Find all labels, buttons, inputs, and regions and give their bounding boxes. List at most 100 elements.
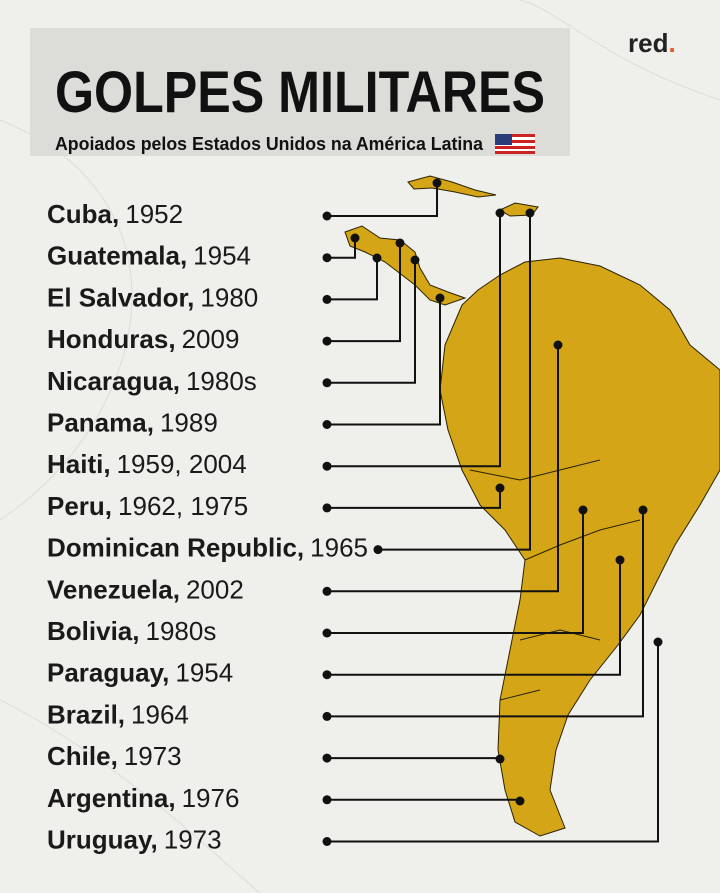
- label-dot: [322, 670, 332, 680]
- connector: [327, 213, 501, 468]
- map: [344, 175, 720, 837]
- cuba-shape: [407, 175, 497, 198]
- item-label: Brazil, 1964: [47, 699, 189, 729]
- item-label: Honduras, 2009: [47, 324, 239, 354]
- years: 1965: [310, 532, 368, 562]
- label-dot: [322, 461, 332, 471]
- connector: [327, 757, 501, 760]
- item-label: El Salvador, 1980: [47, 282, 258, 312]
- map-dot: [553, 340, 563, 350]
- item-label: Venezuela, 2002: [47, 574, 244, 604]
- connector: [327, 345, 559, 593]
- country: Chile,: [47, 741, 118, 771]
- map-dot: [615, 555, 625, 565]
- years: 1954: [175, 658, 233, 688]
- years: 1952: [125, 199, 183, 229]
- connector: [327, 183, 438, 217]
- country: Argentina,: [47, 783, 176, 813]
- country: Honduras,: [47, 324, 176, 354]
- brand: red.: [628, 28, 676, 58]
- title: GOLPES MILITARES: [55, 60, 545, 125]
- label-dot: [322, 336, 332, 346]
- connector: [378, 213, 531, 551]
- item-label: Guatemala, 1954: [47, 241, 251, 271]
- label-dot: [322, 253, 332, 263]
- brand-dot: .: [668, 28, 675, 58]
- map-dot: [653, 637, 663, 647]
- map-dot: [578, 505, 588, 515]
- years: 1980s: [145, 616, 216, 646]
- label-dot: [322, 211, 332, 221]
- label-dot: [322, 294, 332, 304]
- years: 1962, 1975: [118, 491, 248, 521]
- item-label: Cuba, 1952: [47, 199, 183, 229]
- item-label: Haiti, 1959, 2004: [47, 449, 247, 479]
- map-dot: [515, 796, 525, 806]
- map-dot: [395, 238, 405, 248]
- years: 2002: [186, 574, 244, 604]
- connector: [327, 298, 441, 426]
- years: 1976: [182, 783, 240, 813]
- title-box: [30, 28, 570, 156]
- item-label: Peru, 1962, 1975: [47, 491, 248, 521]
- map-dot: [638, 505, 648, 515]
- country: Venezuela,: [47, 574, 180, 604]
- country: Uruguay,: [47, 824, 158, 854]
- connector: [327, 243, 401, 343]
- map-dot: [372, 253, 382, 263]
- years: 1959, 2004: [117, 449, 247, 479]
- us-flag: [495, 134, 535, 154]
- map-dot: [432, 178, 442, 188]
- country: Brazil,: [47, 699, 125, 729]
- map-dot: [495, 483, 505, 493]
- connector: [327, 488, 501, 509]
- years: 1989: [160, 407, 218, 437]
- map-dot: [525, 208, 535, 218]
- years: 1980: [200, 282, 258, 312]
- map-dot: [410, 255, 420, 265]
- label-dot: [322, 628, 332, 638]
- connector: [327, 258, 378, 301]
- label-dot: [322, 753, 332, 763]
- country: Dominican Republic,: [47, 532, 304, 562]
- item-label: Panama, 1989: [47, 407, 218, 437]
- country: Nicaragua,: [47, 366, 180, 396]
- subtitle: Apoiados pelos Estados Unidos na América…: [55, 134, 484, 154]
- south-america-shape: [439, 257, 720, 837]
- item-label: Uruguay, 1973: [47, 824, 222, 854]
- item-label: Paraguay, 1954: [47, 658, 233, 688]
- label-dot: [322, 586, 332, 596]
- country: Cuba,: [47, 199, 119, 229]
- connector: [327, 642, 659, 843]
- label-dot: [322, 837, 332, 846]
- label-dot: [322, 378, 332, 388]
- country: El Salvador,: [47, 282, 194, 312]
- years: 1973: [124, 741, 182, 771]
- country: Guatemala,: [47, 241, 187, 271]
- country: Paraguay,: [47, 658, 169, 688]
- years: 1973: [164, 824, 222, 854]
- years: 1954: [193, 241, 251, 271]
- connector: [327, 560, 621, 676]
- country: Bolivia,: [47, 616, 139, 646]
- connector: [327, 510, 644, 718]
- item-label: Bolivia, 1980s: [47, 616, 216, 646]
- borders: [469, 459, 641, 701]
- map-dot: [495, 754, 505, 764]
- map-dot: [435, 293, 445, 303]
- connector: [327, 260, 416, 384]
- brand-name: red: [628, 28, 668, 58]
- years: 1980s: [186, 366, 257, 396]
- label-dot: [322, 503, 332, 513]
- country: Haiti,: [47, 449, 111, 479]
- item-label: Argentina, 1976: [47, 783, 239, 813]
- item-label: Chile, 1973: [47, 741, 182, 771]
- label-dot: [373, 545, 383, 555]
- map-dot: [350, 233, 360, 243]
- item-label: Dominican Republic, 1965: [47, 532, 368, 562]
- country: Peru,: [47, 491, 112, 521]
- item-label: Nicaragua, 1980s: [47, 366, 257, 396]
